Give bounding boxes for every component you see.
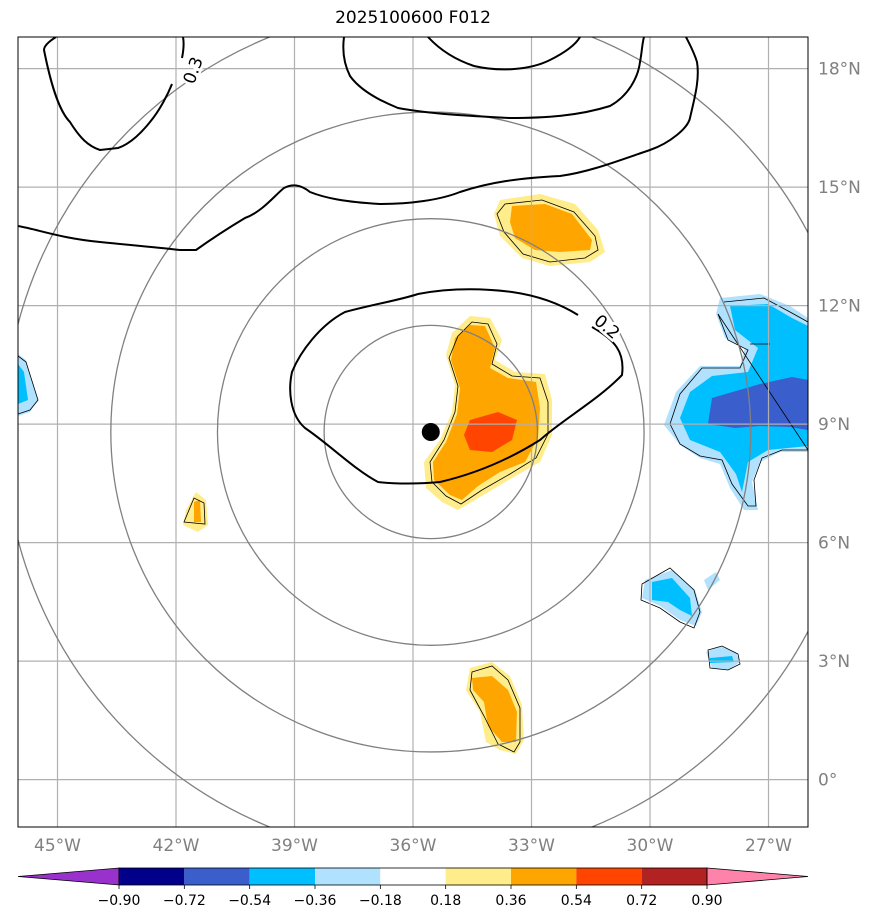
colorbar-box-4 xyxy=(380,868,446,885)
negative-anomaly-southeast-a-cyan xyxy=(652,578,692,616)
colorbar-box-7 xyxy=(576,868,642,885)
colorbar-label-0: −0.90 xyxy=(98,893,141,909)
range-ring-1 xyxy=(323,324,539,540)
colorbar-extend-high xyxy=(706,867,809,886)
lon-tick-label-3: 36°W xyxy=(390,836,437,856)
negative-anomaly-west-edge-cyan xyxy=(18,364,28,404)
positive-anomaly-red-core xyxy=(464,412,517,452)
lon-tick-label-1: 42°W xyxy=(153,836,200,856)
lat-tick-label-6: 18°N xyxy=(818,60,861,80)
colorbar-label-1: −0.72 xyxy=(163,893,206,909)
storm-center-marker xyxy=(421,423,440,441)
shaded-field-outlines xyxy=(18,199,808,753)
contour-0.3-northwest-b xyxy=(181,37,185,59)
latitude-tick-labels: 0° 3°N 6°N 9°N 12°N 15°N 18°N xyxy=(818,60,861,791)
lon-tick-label-4: 33°W xyxy=(508,836,555,856)
lat-tick-label-0: 0° xyxy=(818,771,837,791)
positive-anomaly-small-west-orange xyxy=(194,500,201,522)
colorbar-extend-low xyxy=(17,867,120,886)
lat-tick-label-4: 12°N xyxy=(818,297,861,317)
negative-anomaly-blue-east xyxy=(708,377,808,430)
colorbar-label-5: 0.18 xyxy=(430,893,461,909)
map-title: 2025100600 F012 xyxy=(335,8,491,28)
range-ring-2 xyxy=(216,218,645,646)
contour-lines xyxy=(18,37,699,485)
contour-label-1: 0.2 xyxy=(590,311,624,344)
outline-small-west xyxy=(183,497,206,525)
colorbar-label-2: −0.54 xyxy=(228,893,271,909)
colorbar-label-8: 0.72 xyxy=(626,893,657,909)
longitude-tick-labels: 45°W 42°W 39°W 36°W 33°W 30°W 27°W xyxy=(34,836,792,856)
outline-north xyxy=(496,199,599,263)
gridlines xyxy=(18,37,808,827)
contour-0.3-west xyxy=(18,37,699,251)
lon-tick-label-6: 27°W xyxy=(745,836,792,856)
colorbar-box-1 xyxy=(184,868,250,885)
lat-tick-label-2: 6°N xyxy=(818,534,850,554)
colorbar-box-0 xyxy=(119,868,185,885)
outline-west-edge xyxy=(18,355,39,415)
contour-0.3-northwest xyxy=(42,37,173,152)
positive-anomaly-orange-north xyxy=(510,204,592,252)
contour-0.2 xyxy=(289,288,624,485)
colorbar-label-9: 0.90 xyxy=(691,893,722,909)
lon-tick-label-2: 39°W xyxy=(271,836,318,856)
contour-0.3-north xyxy=(342,37,645,120)
outline-southeast-a xyxy=(640,567,701,629)
colorbar-box-8 xyxy=(641,868,707,885)
lon-tick-label-0: 45°W xyxy=(34,836,81,856)
outline-southeast-c xyxy=(707,645,741,671)
outline-south xyxy=(469,665,521,753)
colorbar-box-3 xyxy=(315,868,381,885)
colorbar-box-6 xyxy=(511,868,577,885)
colorbar-box-2 xyxy=(249,868,315,885)
lat-tick-label-5: 15°N xyxy=(818,178,861,198)
outline-center xyxy=(429,321,549,505)
colorbar-label-4: −0.18 xyxy=(359,893,402,909)
colorbar-frame xyxy=(118,867,708,886)
colorbar-label-6: 0.36 xyxy=(495,893,526,909)
lat-tick-label-3: 9°N xyxy=(818,415,850,435)
colorbar-label-3: −0.36 xyxy=(294,893,337,909)
contour-0.3-north-inner xyxy=(427,37,581,71)
lon-tick-label-5: 30°W xyxy=(627,836,674,856)
contour-label-0: 0.3 xyxy=(180,54,208,86)
positive-anomaly-orange-south xyxy=(472,676,517,742)
colorbar-box-5 xyxy=(445,868,511,885)
colorbar-label-7: 0.54 xyxy=(561,893,592,909)
plot-frame xyxy=(17,36,809,828)
colorbar: −0.90 −0.72 −0.54 −0.36 −0.18 0.18 0.36 0.54 0.7… xyxy=(17,867,809,909)
lat-tick-label-1: 3°N xyxy=(818,652,850,672)
